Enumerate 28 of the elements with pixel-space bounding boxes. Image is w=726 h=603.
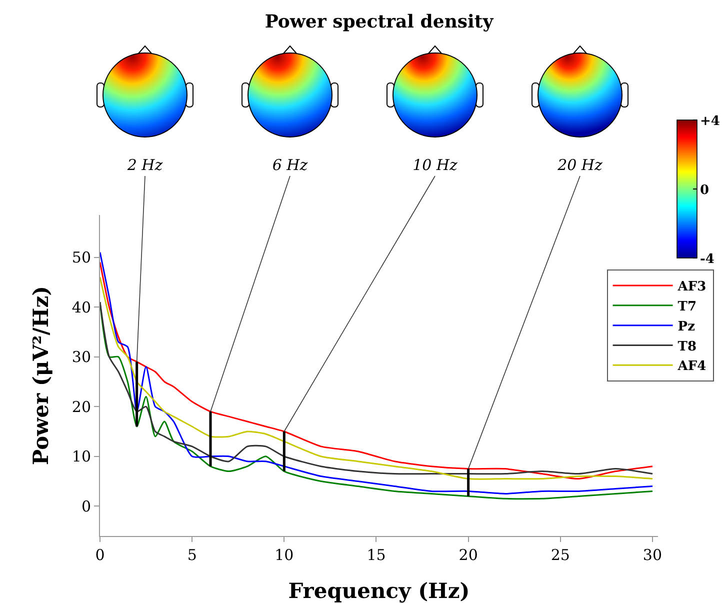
color-bar-label: +4 — [700, 114, 720, 129]
annotation: 20 Hz — [556, 156, 603, 174]
y-tick-label: 10 — [72, 448, 91, 466]
x-axis-title: Frequency (Hz) — [288, 578, 470, 603]
y-tick-label: 20 — [72, 398, 91, 416]
y-tick-label: 40 — [72, 298, 91, 316]
legend-label: AF4 — [676, 359, 706, 374]
legend-label: AF3 — [676, 280, 706, 295]
x-tick-label: 5 — [187, 546, 197, 564]
color-bar-label: -4 — [700, 252, 714, 267]
y-tick-label: 0 — [81, 497, 91, 516]
x-tick-label: 10 — [274, 546, 294, 564]
annotation: 6 Hz — [272, 156, 308, 174]
y-tick-label: 30 — [72, 348, 91, 366]
x-tick-label: 30 — [642, 546, 662, 564]
annotation: 10 Hz — [412, 156, 458, 174]
chart-title: Power spectral density — [264, 12, 494, 33]
x-tick-label: 15 — [366, 546, 386, 564]
x-tick-label: 25 — [550, 546, 570, 564]
legend-label: T8 — [678, 339, 697, 354]
x-tick-label: 0 — [95, 546, 105, 564]
x-tick-label: 20 — [458, 546, 478, 564]
legend-label: Pz — [678, 319, 695, 334]
annotation: 2 Hz — [126, 156, 163, 174]
y-axis-title: Power (μV²/Hz) — [28, 286, 53, 466]
color-bar-label: 0 — [700, 183, 710, 198]
y-tick-label: 50 — [72, 248, 91, 267]
legend-label: T7 — [678, 299, 697, 314]
